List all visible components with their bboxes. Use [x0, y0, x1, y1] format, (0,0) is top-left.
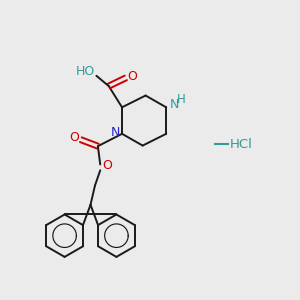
Text: HCl: HCl: [230, 138, 253, 151]
Text: HO: HO: [76, 65, 95, 78]
Text: O: O: [127, 70, 137, 83]
Text: H: H: [177, 93, 186, 106]
Text: O: O: [102, 158, 112, 172]
Text: N: N: [111, 126, 120, 139]
Text: O: O: [69, 131, 79, 144]
Text: N: N: [170, 98, 179, 111]
